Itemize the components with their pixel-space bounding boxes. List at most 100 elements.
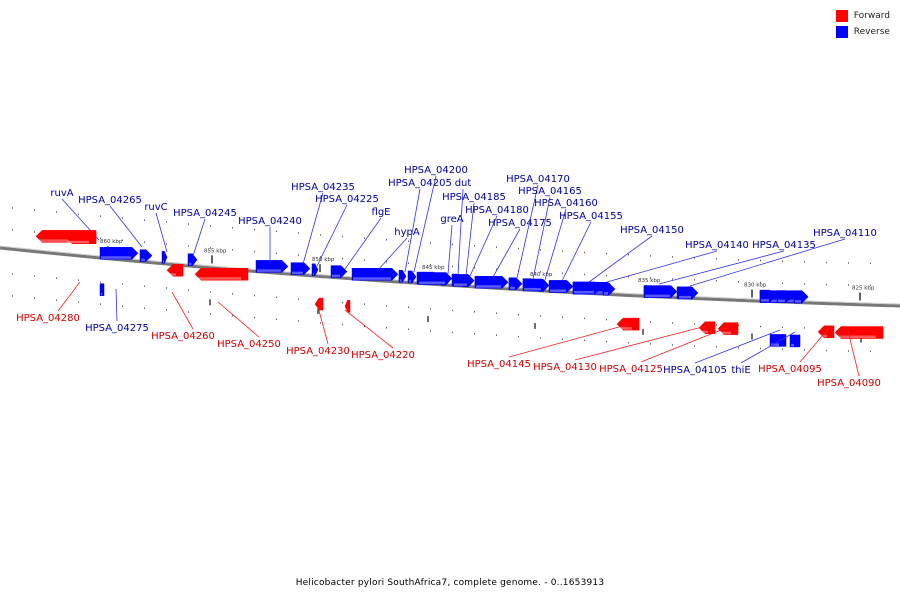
scale-tick-label: 830 kbp <box>744 283 767 289</box>
gene-hpsa-04230-shade <box>316 307 318 310</box>
gene-label-hpsa-04280: HPSA_04280 <box>16 313 80 324</box>
track-dot <box>122 283 123 285</box>
scale-tick-label: 850 kbp <box>312 257 335 263</box>
gene-hpsa-04275 <box>99 283 105 296</box>
leader-hpsa-04260 <box>171 291 194 330</box>
track-dot <box>276 296 277 299</box>
leader-hpsa-04165 <box>532 196 551 280</box>
legend-label-reverse: Reverse <box>853 27 890 37</box>
gene-label-hypa: hypA <box>394 227 420 238</box>
track-dot <box>870 284 871 287</box>
track-dot <box>694 257 695 259</box>
track-dot <box>188 245 189 247</box>
gene-label-hpsa-04145: HPSA_04145 <box>467 359 531 370</box>
track-dot <box>628 276 629 278</box>
gene-label-hpsa-04235: HPSA_04235 <box>291 182 355 193</box>
gene-hpsa-04200-shade <box>409 279 411 283</box>
track-dot <box>430 264 431 266</box>
track-dot <box>78 213 79 215</box>
track-dot <box>804 327 805 329</box>
gene-label-hpsa-04265: HPSA_04265 <box>78 195 142 206</box>
track-dot <box>298 232 299 234</box>
reverse-gene-block <box>572 281 602 295</box>
scale-tick-label: 855 kbp <box>204 248 227 254</box>
reverse-gene-block-shade <box>419 281 445 285</box>
track-dot <box>298 320 299 322</box>
track-dot <box>584 317 585 320</box>
track-dot <box>298 254 299 256</box>
track-dot <box>188 223 189 225</box>
track-dot <box>518 335 519 338</box>
track-dot <box>672 322 673 324</box>
legend-item-forward: Forward <box>835 8 890 24</box>
gene-hpsa-04280-shade <box>37 239 89 242</box>
leader-flge <box>344 217 382 270</box>
leader-hpsa-04125 <box>640 327 727 363</box>
track-dot <box>474 245 475 247</box>
leader-grea <box>447 224 453 275</box>
gene-hpsa-04260 <box>166 263 184 277</box>
track-dot <box>34 275 35 277</box>
reverse-gene-block <box>677 286 699 300</box>
gene-hpsa-04105-shade <box>771 343 779 346</box>
track-dot <box>672 344 673 346</box>
reverse-gene-block-shade <box>550 289 566 292</box>
track-dot <box>364 325 365 327</box>
track-dot <box>56 299 57 301</box>
gene-hpsa-04145 <box>616 317 640 331</box>
legend-label-forward: Forward <box>853 11 890 21</box>
gene-label-hpsa-04165: HPSA_04165 <box>518 186 582 197</box>
leader-hpsa-04110 <box>689 238 846 287</box>
track-dot <box>166 287 167 289</box>
leader-hpsa-04175 <box>492 228 521 278</box>
track-dot <box>430 308 431 310</box>
reverse-gene-block-shade <box>454 283 467 286</box>
reverse-gene-block <box>508 277 523 290</box>
track-dot <box>298 298 299 300</box>
reverse-gene-block-shade <box>679 295 691 299</box>
gene-hpsa-04260-shade <box>168 273 176 276</box>
track-dot <box>12 207 13 209</box>
track-dot <box>166 221 167 223</box>
scale-tick-label: 860 kbp <box>100 239 123 245</box>
legend: Forward Reverse <box>835 8 890 40</box>
track-dot <box>320 322 321 324</box>
track-dot <box>320 234 321 236</box>
track-dot <box>650 255 651 257</box>
reverse-gene-block-shade <box>574 290 594 294</box>
track-dot <box>56 277 57 279</box>
gene-hypa-shade <box>353 277 391 280</box>
track-dot <box>210 225 211 227</box>
track-dot <box>562 250 563 252</box>
gene-hpsa-04265 <box>139 249 153 262</box>
track-dot <box>254 294 255 297</box>
track-dot <box>584 251 585 254</box>
track-dot <box>144 285 145 287</box>
leader-hpsa-04250 <box>217 301 260 338</box>
track-dot <box>606 252 607 255</box>
scale-tick-label: 825 kbp <box>852 286 875 292</box>
track-dot <box>232 227 233 229</box>
gene-hypa <box>351 268 399 281</box>
leader-hpsa-04090 <box>847 330 860 377</box>
gene-ruvc <box>161 251 168 264</box>
leader-hpsa-04205 <box>404 188 421 273</box>
gene-hpsa-04105 <box>769 334 787 347</box>
gene-hpsa-04220-shade <box>346 309 347 312</box>
track-dot <box>672 256 673 258</box>
track-dot <box>144 241 145 243</box>
track-dot <box>496 268 497 270</box>
track-dot <box>474 311 475 313</box>
track-dot <box>562 272 563 274</box>
track-dot <box>782 326 783 328</box>
track-dot <box>848 350 849 352</box>
leader-hpsa-04280 <box>57 281 81 312</box>
track-dot <box>342 257 343 260</box>
genome-caption: Helicobacter pylori SouthAfrica7, comple… <box>295 578 605 588</box>
track-dot <box>342 323 343 326</box>
gene-label-ruva: ruvA <box>50 188 73 199</box>
track-dot <box>826 349 827 352</box>
track-dot <box>342 301 343 304</box>
track-dot <box>694 323 695 325</box>
track-dot <box>848 262 849 264</box>
